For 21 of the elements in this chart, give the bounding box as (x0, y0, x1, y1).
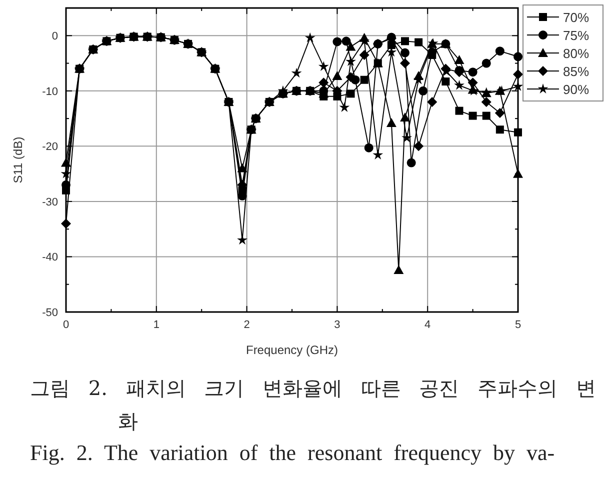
x-tick-label: 0 (62, 319, 70, 331)
legend-label: 70% (563, 10, 590, 25)
x-tick-label: 3 (334, 319, 340, 331)
x-tick-label: 5 (514, 319, 522, 331)
x-tick-label: 2 (244, 319, 250, 331)
caption: 그림 2. 패치의 크기 변화율에 따른 공진 주파수의 변화 (30, 375, 597, 435)
caption: Fig. 2. The variation of the resonant frequency by va- (30, 439, 556, 467)
x-axis-title: Frequency (GHz) (246, 343, 338, 357)
y-tick-label: -10 (42, 86, 58, 98)
y-tick-label: -50 (42, 307, 58, 319)
x-tick-label: 1 (153, 319, 160, 331)
y-axis-title: S11 (dB) (11, 136, 25, 184)
y-tick-label: 0 (52, 30, 58, 43)
legend-label: 75% (563, 28, 590, 43)
y-tick-label: -30 (42, 196, 58, 208)
legend-label: 80% (563, 46, 590, 61)
legend-label: 90% (563, 82, 590, 97)
legend-label: 85% (563, 64, 590, 79)
x-tick-label: 4 (424, 319, 431, 331)
y-tick-label: -20 (42, 141, 58, 154)
y-tick-label: -40 (42, 252, 58, 264)
